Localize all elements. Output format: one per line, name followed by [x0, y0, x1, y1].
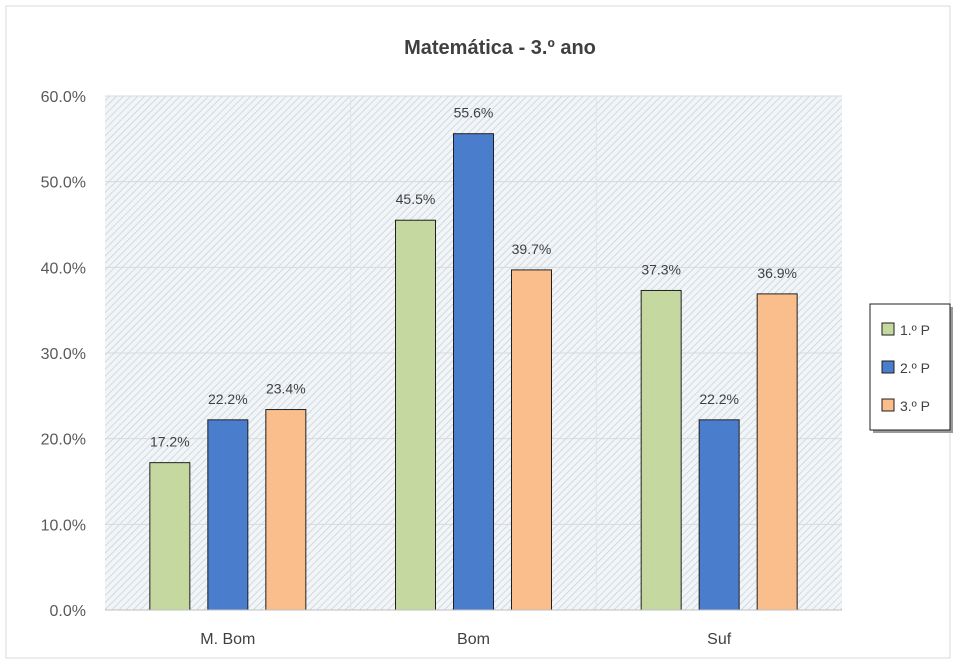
x-tick-label: Suf: [707, 631, 732, 648]
legend-label: 1.º P: [900, 322, 930, 338]
data-label: 37.3%: [641, 261, 681, 277]
legend-swatch: [881, 398, 895, 412]
legend-label: 2.º P: [900, 360, 930, 376]
y-tick-label: 20.0%: [41, 432, 86, 449]
y-tick-label: 40.0%: [41, 260, 86, 277]
data-label: 22.2%: [208, 391, 248, 407]
data-label: 55.6%: [454, 105, 494, 121]
y-tick-label: 30.0%: [41, 346, 86, 363]
bar: [756, 293, 798, 611]
legend-swatch: [881, 322, 895, 336]
bar: [698, 419, 740, 611]
x-tick-label: M. Bom: [200, 631, 255, 648]
y-tick-label: 10.0%: [41, 517, 86, 534]
chart-title: Matemática - 3.º ano: [404, 37, 596, 59]
data-label: 23.4%: [266, 381, 306, 397]
bar: [511, 269, 552, 611]
data-label: 45.5%: [396, 191, 436, 207]
bar: [640, 289, 682, 611]
data-label: 39.7%: [512, 241, 552, 257]
data-label: 22.2%: [699, 391, 739, 407]
bar: [265, 409, 307, 611]
bar: [395, 219, 436, 611]
bar: [207, 419, 249, 611]
bar: [453, 133, 494, 611]
legend-swatch: [881, 360, 895, 374]
y-tick-label: 0.0%: [50, 603, 86, 620]
y-tick-label: 60.0%: [41, 89, 86, 106]
data-label: 36.9%: [757, 265, 797, 281]
legend-label: 3.º P: [900, 398, 930, 414]
bar: [149, 462, 191, 611]
x-tick-label: Bom: [457, 631, 490, 648]
data-label: 17.2%: [150, 434, 190, 450]
y-tick-label: 50.0%: [41, 175, 86, 192]
